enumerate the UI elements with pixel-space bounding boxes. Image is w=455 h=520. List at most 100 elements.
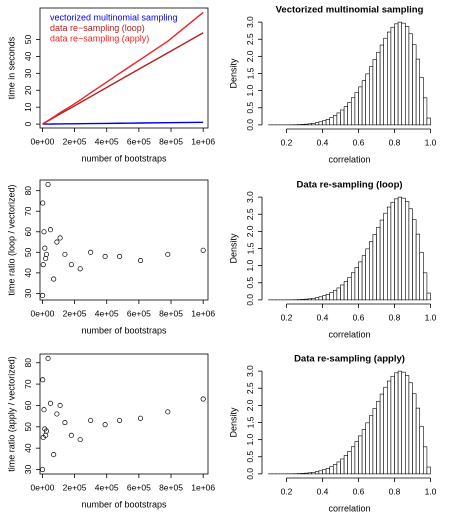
bar [369,66,374,126]
bar [365,73,370,126]
point [40,200,46,206]
bar [329,292,334,301]
point [62,419,68,426]
bar [365,422,370,475]
bar [390,201,395,301]
y-tick-label: 70 [23,206,33,216]
point [43,255,49,262]
bar [336,112,341,126]
y-tick-label: 30 [23,68,33,78]
y-tick-label: 10 [23,102,33,112]
bar [358,86,363,126]
y-tick-label: 50 [23,34,33,44]
bar [314,122,320,126]
bar [423,272,428,301]
legend-label: data re−sampling (loop) [50,23,145,33]
y-tick-label: 70 [23,379,33,389]
x-tick-label: 0.2 [281,312,293,322]
bar [419,251,424,301]
bar [397,196,403,301]
y-tick-label: 50 [23,422,33,432]
bar [376,51,381,126]
x-tick-label: 2e+05 [63,482,87,492]
series-line [42,11,204,125]
point [51,276,57,282]
bar [318,121,323,126]
bar [401,197,406,301]
bar [336,287,341,301]
y-tick-label: 2.5 [245,33,255,45]
x-axis-title: correlation [328,154,370,164]
chart-title: Data re-sampling (apply) [294,354,405,365]
x-tick-label: 2e+05 [63,308,87,318]
x-tick-label: 1e+06 [191,482,215,492]
y-tick-label: 0.5 [245,277,255,289]
point [40,262,46,268]
bar [304,123,309,126]
x-tick-label: 1e+06 [191,308,215,318]
chart-title: Vectorized multinomial sampling [276,5,424,16]
x-tick-label: 8e+05 [159,482,183,492]
bar [379,219,385,301]
bar [405,375,410,475]
bar [322,469,327,475]
point [41,407,47,413]
y-tick-label: 2.5 [245,382,255,394]
y-tick-label: 40 [23,268,33,278]
bar [369,241,374,301]
bar [347,277,352,301]
y-tick-label: 2.0 [245,50,255,62]
point [62,251,68,257]
bar [347,102,352,126]
point [40,292,46,299]
x-tick-label: 4e+05 [95,136,119,146]
bar [408,208,413,301]
plot-box [39,7,209,129]
point [43,251,49,257]
point [40,466,46,473]
x-tick-label: 1.0 [425,137,437,147]
bar [304,298,309,301]
bar [343,281,348,301]
y-tick-label: 1.5 [245,242,255,254]
bar [307,123,312,126]
y-tick-label: 60 [23,227,33,237]
point [43,428,49,434]
bar [340,458,345,475]
legend-label: vectorized multinomial sampling [50,12,178,22]
y-axis-title: time ratio (loop / vectorized) [6,184,16,295]
y-tick-label: 1.0 [245,433,255,445]
bar [361,429,367,475]
point [77,437,83,443]
bar [322,295,327,301]
bar [387,31,392,126]
y-tick-label: 30 [23,288,33,298]
point [45,355,51,362]
y-tick-label: 1.5 [245,67,255,79]
bar [354,267,359,301]
bar [376,226,381,301]
y-tick-label: 3.0 [245,365,255,377]
bar [394,198,399,301]
bar [329,117,334,126]
x-tick-label: 8e+05 [159,308,183,318]
y-tick-label: 40 [23,51,33,61]
bar [412,44,417,126]
x-tick-label: 0.4 [317,137,329,147]
y-tick-label: 2.5 [245,208,255,220]
bar [332,290,338,301]
x-tick-label: 1e+06 [191,136,215,146]
bar [314,471,320,475]
bar [361,80,367,126]
point [68,262,74,268]
bar [387,380,392,475]
x-tick-label: 1.0 [425,486,437,496]
bar [307,298,312,301]
bar [340,284,345,301]
x-axis-title: number of bootstraps [81,325,167,335]
x-tick-label: 0e+00 [30,136,54,146]
y-tick-label: 1.0 [245,84,255,96]
x-tick-label: 6e+05 [127,136,151,146]
y-tick-label: 30 [23,465,33,475]
plot-box [39,353,209,475]
